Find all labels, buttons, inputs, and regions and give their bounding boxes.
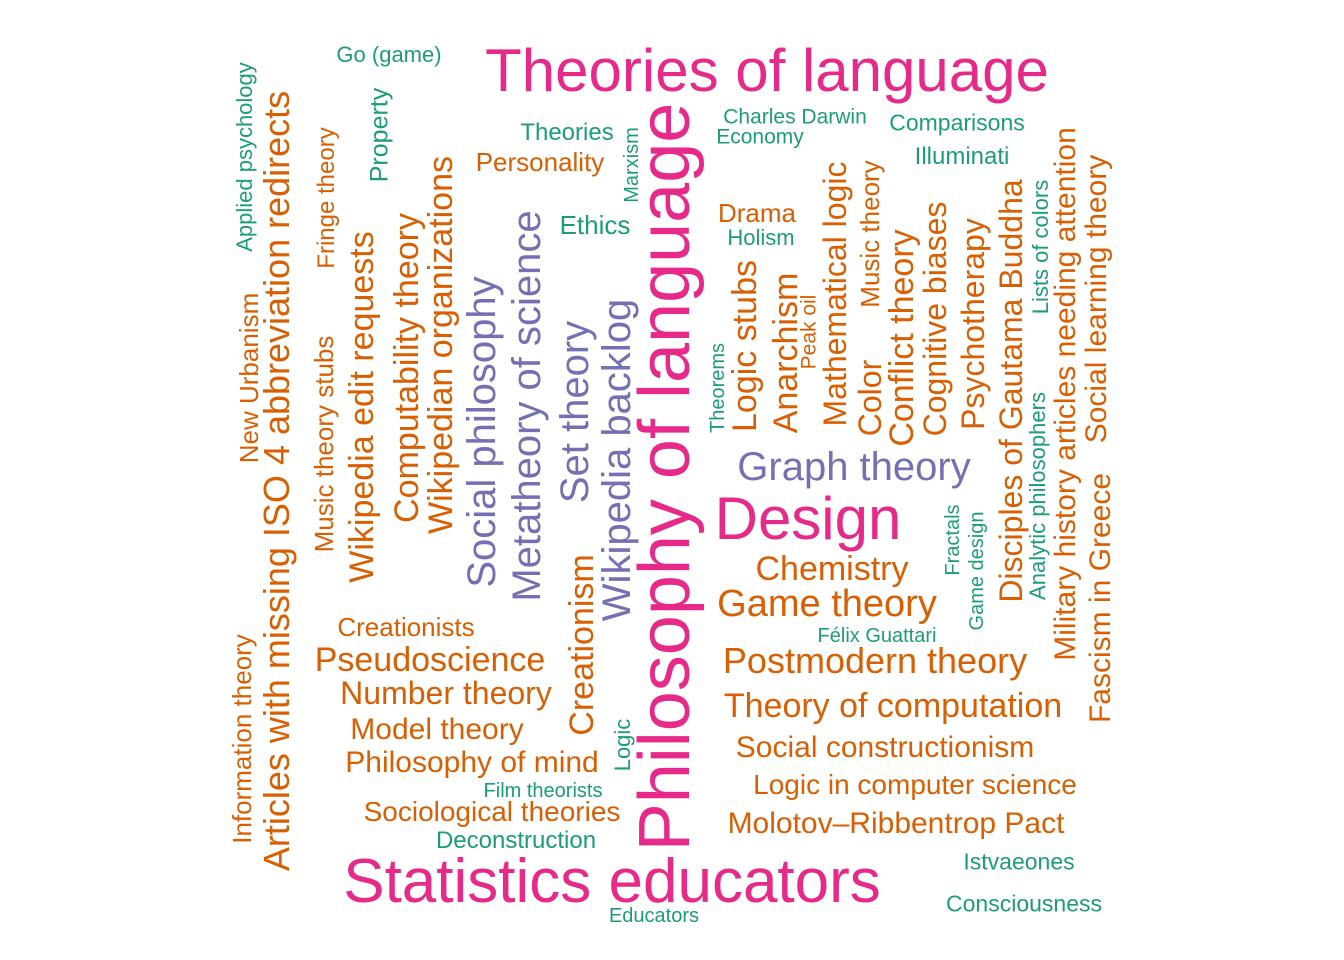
- word-wikipedian-organizations: Wikipedian organizations: [422, 156, 460, 534]
- word-model-theory: Model theory: [350, 713, 524, 746]
- word-property: Property: [365, 87, 394, 183]
- word-philosophy-of-language: Philosophy of language: [625, 102, 705, 852]
- word-film-theorists: Film theorists: [483, 780, 603, 802]
- word-felix-guattari: Félix Guattari: [817, 625, 937, 647]
- word-statistics-educators: Statistics educators: [343, 847, 881, 916]
- word-pseudoscience: Pseudoscience: [314, 641, 546, 679]
- word-sociological-theories: Sociological theories: [363, 796, 621, 827]
- word-information-theory: Information theory: [227, 634, 257, 844]
- word-personality: Personality: [475, 147, 605, 177]
- word-music-theory: Music theory: [855, 160, 885, 308]
- word-design: Design: [714, 485, 902, 552]
- word-go-game: Go (game): [336, 42, 442, 67]
- word-logic-in-computer-science: Logic in computer science: [753, 769, 1077, 800]
- word-chemistry: Chemistry: [755, 550, 909, 588]
- word-educators: Educators: [608, 905, 700, 927]
- word-theory-of-computation: Theory of computation: [723, 687, 1063, 725]
- word-psychotherapy: Psychotherapy: [955, 218, 991, 430]
- word-wikipedia-edit-requests: Wikipedia edit requests: [343, 231, 381, 583]
- word-logic-stubs: Logic stubs: [726, 260, 764, 432]
- word-molotov-ribbentrop-pact: Molotov–Ribbentrop Pact: [727, 807, 1065, 840]
- word-cognitive-biases: Cognitive biases: [917, 201, 953, 437]
- word-postmodern-theory: Postmodern theory: [722, 640, 1028, 681]
- word-color: Color: [852, 359, 888, 437]
- word-social-constructionism: Social constructionism: [735, 731, 1035, 764]
- word-creationists: Creationists: [337, 612, 475, 642]
- word-consciousness: Consciousness: [946, 890, 1102, 917]
- word-holism: Holism: [727, 225, 795, 250]
- word-metatheory-of-science: Metatheory of science: [505, 210, 549, 602]
- word-military-history-articles: Military history articles needing attent…: [1049, 127, 1082, 661]
- word-set-theory: Set theory: [553, 320, 597, 504]
- word-logic: Logic: [610, 718, 635, 772]
- word-creationism: Creationism: [563, 554, 601, 736]
- word-istvaeones: Istvaeones: [963, 848, 1075, 875]
- word-theories: Theories: [520, 119, 614, 146]
- word-comparisons: Comparisons: [889, 109, 1025, 136]
- word-articles-missing-iso4: Articles with missing ISO 4 abbreviation…: [256, 90, 297, 872]
- word-drama: Drama: [717, 198, 797, 228]
- word-social-learning-theory: Social learning theory: [1080, 154, 1113, 444]
- word-game-design: Game design: [966, 511, 988, 631]
- word-conflict-theory: Conflict theory: [883, 229, 921, 447]
- word-mathematical-logic: Mathematical logic: [817, 161, 853, 427]
- word-fringe-theory: Fringe theory: [313, 127, 340, 269]
- word-philosophy-of-mind: Philosophy of mind: [345, 746, 599, 779]
- word-economy: Economy: [716, 125, 804, 149]
- word-computability-theory: Computability theory: [388, 213, 426, 523]
- word-ethics: Ethics: [559, 210, 631, 240]
- word-illuminati: Illuminati: [914, 143, 1010, 170]
- word-marxism: Marxism: [621, 127, 643, 203]
- word-game-theory: Game theory: [717, 583, 937, 625]
- word-analytic-philosophers: Analytic philosophers: [1025, 392, 1050, 600]
- word-deconstruction: Deconstruction: [435, 827, 597, 854]
- word-fractals: Fractals: [942, 504, 964, 576]
- word-disciples-of-gautama-buddha: Disciples of Gautama Buddha: [993, 179, 1029, 603]
- word-social-philosophy: Social philosophy: [460, 276, 504, 588]
- word-theorems: Theorems: [707, 342, 729, 434]
- word-new-urbanism: New Urbanism: [234, 292, 264, 464]
- word-wikipedia-backlog: Wikipedia backlog: [595, 298, 639, 622]
- word-theories-of-language: Theories of language: [485, 37, 1049, 104]
- word-graph-theory: Graph theory: [737, 445, 971, 489]
- word-number-theory: Number theory: [340, 675, 552, 711]
- word-applied-psychology: Applied psychology: [232, 62, 257, 252]
- word-fascism-in-greece: Fascism in Greece: [1084, 472, 1117, 724]
- word-music-theory-stubs: Music theory stubs: [309, 335, 339, 553]
- word-charles-darwin: Charles Darwin: [723, 105, 867, 129]
